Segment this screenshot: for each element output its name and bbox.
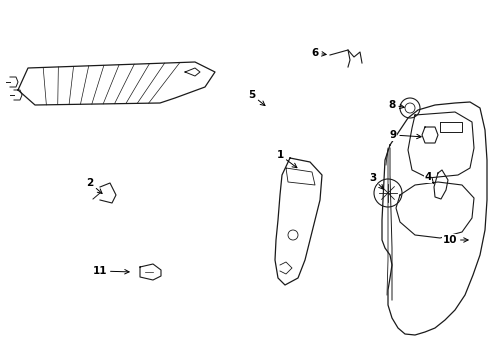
Text: 1: 1	[276, 150, 296, 168]
Text: 10: 10	[442, 235, 467, 245]
Text: 6: 6	[311, 48, 325, 58]
Text: 8: 8	[387, 100, 404, 110]
Text: 3: 3	[368, 173, 383, 189]
Text: 9: 9	[388, 130, 420, 140]
Text: 2: 2	[86, 178, 102, 193]
Text: 11: 11	[93, 266, 129, 276]
Text: 7: 7	[0, 359, 1, 360]
Text: 4: 4	[424, 172, 433, 184]
Text: 5: 5	[248, 90, 264, 105]
